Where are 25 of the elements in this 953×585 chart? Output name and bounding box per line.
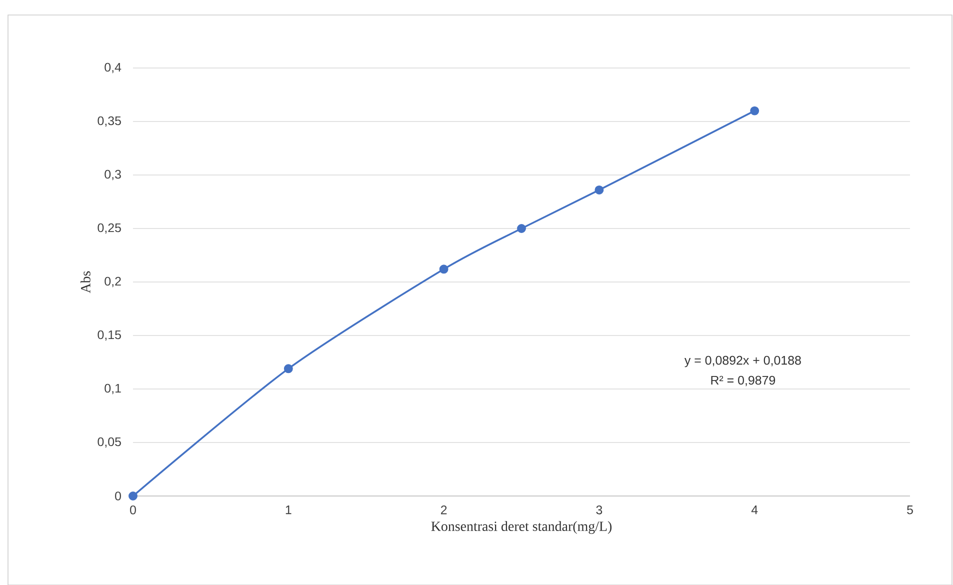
annotation: y = 0,0892x + 0,0188 xyxy=(684,356,801,368)
y-tick-label: 0,05 xyxy=(98,437,121,448)
y-tick-label: 0,3 xyxy=(104,170,121,180)
x-axis-title: Konsentrasi deret standar(mg/L) xyxy=(431,521,612,534)
y-tick-label: 0,15 xyxy=(98,330,121,341)
x-tick-label: 4 xyxy=(751,506,758,514)
x-tick-label: 2 xyxy=(440,506,447,514)
point xyxy=(594,185,604,194)
x-tick-label: 0 xyxy=(130,506,136,514)
point xyxy=(439,264,448,274)
point xyxy=(750,106,760,116)
y-tick-label: 0,35 xyxy=(98,116,121,127)
y-tick-label: 0,2 xyxy=(104,276,121,288)
x-tick-label: 5 xyxy=(907,506,913,514)
point xyxy=(284,364,293,374)
y-tick-label: 0,25 xyxy=(98,223,121,234)
x-tick-label: 3 xyxy=(596,506,602,514)
y-tick-label: 0,4 xyxy=(104,62,122,74)
y-tick-label: 0 xyxy=(115,492,121,500)
y-axis-title: Abs xyxy=(80,271,90,294)
y-tick-label: 0,1 xyxy=(104,384,121,394)
x-tick-label: 1 xyxy=(286,506,292,514)
annotation: R² = 0,9879 xyxy=(711,376,776,386)
point xyxy=(517,224,526,233)
point xyxy=(128,492,138,500)
